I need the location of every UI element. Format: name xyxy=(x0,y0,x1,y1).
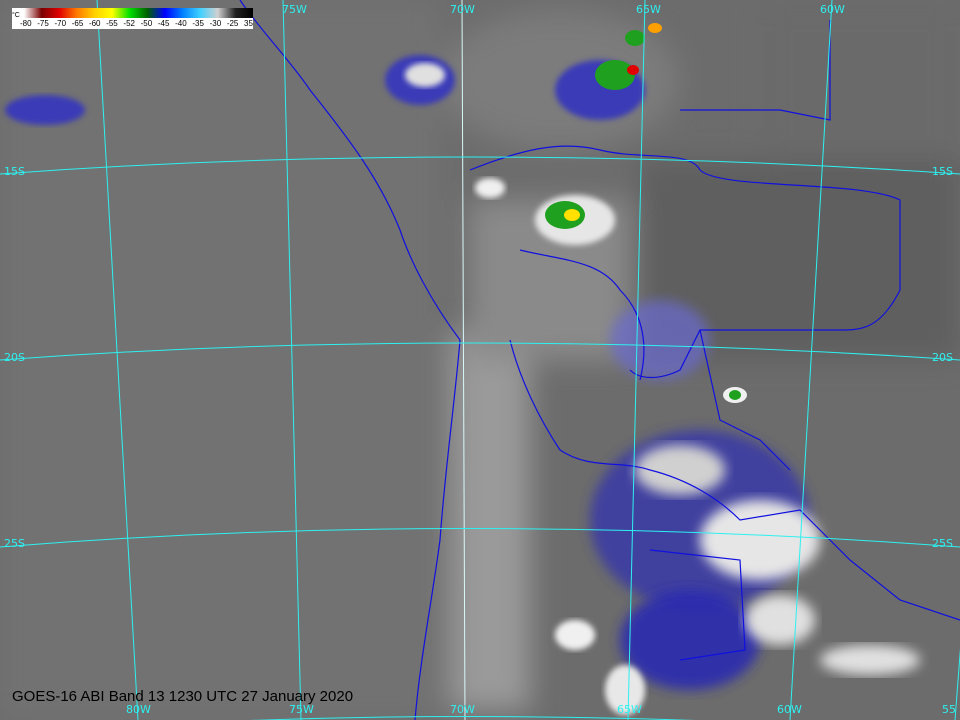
colorbar-tick-label: 35 xyxy=(244,19,253,28)
colorbar-gradient xyxy=(24,8,253,18)
colorbar-tick-label: -65 xyxy=(71,19,84,28)
meridian-70w xyxy=(461,0,466,720)
meridian-60w xyxy=(789,0,833,720)
colorbar-ticks: -80 -75 -70 -65 -60 -55 -52 -50 -45 -40 -35 -30 -25 3… xyxy=(20,19,253,28)
colorbar-tick-label: -25 xyxy=(226,19,239,28)
colorbar-tick-label: -35 xyxy=(192,19,204,28)
country-boundaries xyxy=(239,0,960,720)
temperature-colorbar: °C -80 -75 -70 -65 -60 -55 -52 -50 -45 -40 -35 -30-… xyxy=(12,8,253,29)
grid-label-right: 20S xyxy=(932,351,953,364)
grid-label-bottom: 80W xyxy=(126,703,151,716)
grid-label-bottom: 60W xyxy=(777,703,802,716)
grid-label-bottom: 55 xyxy=(942,703,956,716)
colorbar-tick-label: -30 xyxy=(209,19,222,28)
grid-label-left: 20S xyxy=(4,351,25,364)
grid-label-top: 65W xyxy=(636,3,661,16)
grid-label-top: 60W xyxy=(820,3,845,16)
grid-label-bottom: 70W xyxy=(450,703,475,716)
grid-label-left: 25S xyxy=(4,537,25,550)
parallel-15s xyxy=(0,156,960,175)
colorbar-tick-label: -50 xyxy=(140,19,153,28)
parallel-30s xyxy=(249,716,695,720)
colorbar-tick-label: -45 xyxy=(157,19,170,28)
colorbar-tick-label: -52 xyxy=(123,19,135,28)
meridian-65w xyxy=(627,0,646,720)
grid-label-left: 15S xyxy=(4,165,25,178)
grid-label-right: 15S xyxy=(932,165,953,178)
grid-label-bottom: 65W xyxy=(617,703,642,716)
grid-label-top: 70W xyxy=(450,3,475,16)
parallel-25s xyxy=(0,528,960,548)
grid-label-right: 25S xyxy=(932,537,953,550)
colorbar-tick-label: -70 xyxy=(54,19,67,28)
colorbar-tick-label: -55 xyxy=(106,19,118,28)
meridian-75w xyxy=(282,0,302,720)
colorbar-tick-label: -40 xyxy=(175,19,187,28)
grid-label-top: 75W xyxy=(282,3,307,16)
colorbar-tick-label: -60 xyxy=(88,19,101,28)
colorbar-tick-label: -80 xyxy=(20,19,32,28)
image-title: GOES-16 ABI Band 13 1230 UTC 27 January … xyxy=(12,688,354,705)
colorbar-unit: °C xyxy=(12,12,20,19)
grid-label-bottom: 75W xyxy=(289,703,314,716)
meridian-80w xyxy=(96,0,139,720)
colorbar-tick-label: -75 xyxy=(37,19,49,28)
parallel-20s xyxy=(0,342,960,361)
